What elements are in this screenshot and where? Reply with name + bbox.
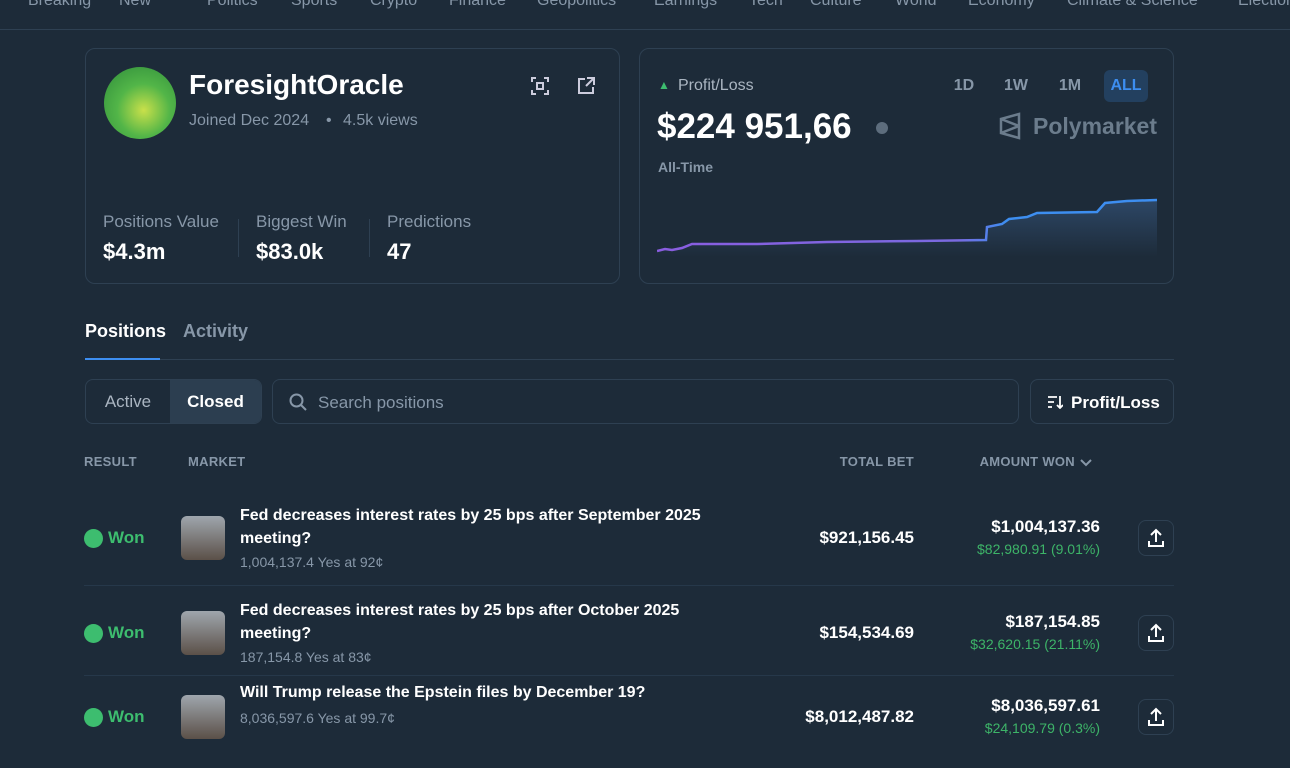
won-icon: [84, 708, 103, 727]
profile-card: ForesightOracle Joined Dec 2024 • 4.5k v…: [85, 48, 620, 284]
joined: Joined Dec 2024: [189, 112, 310, 129]
column-header: TOTAL BET: [839, 454, 914, 469]
market-title[interactable]: Fed decreases interest rates by 25 bps a…: [240, 507, 701, 547]
sort-label: Profit/Loss: [1071, 393, 1160, 412]
share-button[interactable]: [1138, 520, 1174, 556]
range-button[interactable]: 1M: [1058, 77, 1082, 94]
share-button[interactable]: [1138, 615, 1174, 651]
result: Won: [108, 707, 145, 726]
brand-logo: [999, 112, 1021, 140]
won-icon: [84, 529, 103, 548]
nav-item[interactable]: Crypto: [370, 0, 418, 9]
dot: •: [326, 112, 332, 129]
stat-value: 47: [387, 239, 412, 264]
range-button[interactable]: ALL: [1104, 70, 1148, 102]
row-divider: [84, 675, 1174, 676]
nav-item[interactable]: Culture: [810, 0, 862, 9]
won-icon: [84, 624, 103, 643]
pnl-period: All-Time: [658, 159, 713, 175]
market-thumbnail: [181, 516, 225, 560]
share-icon[interactable]: [576, 76, 596, 96]
share-icon: [1148, 707, 1164, 726]
search-placeholder: Search positions: [318, 393, 444, 412]
nav-item[interactable]: Geopolitics: [537, 0, 617, 9]
stat-label: Biggest Win: [256, 212, 347, 231]
position-detail: 187,154.8 Yes at 83¢: [240, 649, 372, 665]
nav-item[interactable]: World: [895, 0, 937, 9]
amount-won: $1,004,137.36: [991, 517, 1100, 536]
total-bet: $8,012,487.82: [805, 707, 914, 726]
filter-group: [85, 379, 262, 424]
brand-name: Polymarket: [1033, 113, 1158, 139]
nav-item[interactable]: Breaking: [28, 0, 92, 9]
up-arrow: ▲: [658, 78, 670, 92]
nav-divider: [0, 29, 1290, 30]
tabs-divider: [85, 359, 1174, 360]
qr-icon[interactable]: [530, 76, 550, 96]
filter-button[interactable]: Closed: [170, 380, 261, 423]
result: Won: [108, 623, 145, 642]
stat-label: Predictions: [387, 212, 472, 231]
share-icon: [1148, 623, 1164, 642]
stat-value: $4.3m: [103, 239, 166, 264]
market-title[interactable]: Will Trump release the Epstein files by …: [240, 684, 646, 701]
filter-button[interactable]: Active: [104, 392, 152, 411]
tab[interactable]: Activity: [183, 321, 249, 341]
search-box[interactable]: Search positions: [272, 379, 1019, 424]
nav-item[interactable]: Sports: [291, 0, 338, 9]
market-title[interactable]: Fed decreases interest rates by 25 bps a…: [240, 602, 680, 642]
range-button[interactable]: 1W: [1004, 77, 1028, 94]
tab[interactable]: Positions: [85, 321, 167, 341]
sort-button[interactable]: Profit/Loss: [1030, 379, 1174, 424]
amount-won: $187,154.85: [1005, 612, 1100, 631]
pnl-card: ▲ Profit/Loss 1D 1W 1M ALL $224 951,66 All-…: [639, 48, 1174, 284]
nav-item[interactable]: Politics: [207, 0, 258, 9]
total-bet: $921,156.45: [819, 528, 914, 547]
username: ForesightOracle: [189, 69, 404, 100]
position-detail: 1,004,137.4 Yes at 92¢: [240, 554, 384, 570]
pnl-sparkline: [657, 198, 1157, 257]
nav-item[interactable]: Climate & Science: [1067, 0, 1198, 9]
sort-chevron: [1080, 459, 1092, 467]
total-bet: $154,534.69: [819, 623, 914, 642]
sort-icon: [1048, 396, 1063, 409]
share-icon: [1148, 528, 1164, 547]
stat-label: Positions Value: [103, 212, 219, 231]
stat-value: $83.0k: [256, 239, 324, 264]
profit: $82,980.91 (9.01%): [977, 541, 1100, 557]
range-button[interactable]: 1D: [953, 77, 975, 94]
row-divider: [84, 585, 1174, 586]
nav-item[interactable]: Economy: [968, 0, 1035, 9]
stat-divider: [369, 219, 370, 257]
column-header: MARKET: [188, 454, 246, 469]
nav-item[interactable]: Earnings: [654, 0, 718, 9]
views: 4.5k views: [343, 112, 418, 129]
position-row: Won Fed decreases interest rates by 25 bp…: [84, 493, 1174, 583]
market-thumbnail: [181, 695, 225, 739]
avatar: [104, 67, 176, 139]
result: Won: [108, 528, 145, 547]
tab-underline: [85, 358, 160, 360]
position-row: Won Will Trump release the Epstein files …: [84, 675, 1174, 768]
info-icon[interactable]: [876, 122, 888, 134]
column-header: RESULT: [84, 454, 137, 469]
position-row: Won Fed decreases interest rates by 25 bp…: [84, 585, 1174, 678]
nav-item[interactable]: New: [119, 0, 152, 9]
nav-item[interactable]: Tech: [749, 0, 783, 9]
position-detail: 8,036,597.6 Yes at 99.7¢: [240, 710, 395, 726]
nav-item[interactable]: Finance: [449, 0, 506, 9]
market-thumbnail: [181, 611, 225, 655]
stat-divider: [238, 219, 239, 257]
pnl-label: Profit/Loss: [678, 77, 754, 94]
page: Breaking New Politics Sports Crypto Finance Ge…: [0, 0, 1290, 739]
search-icon: [289, 393, 307, 411]
column-header: AMOUNT WON: [979, 454, 1075, 469]
nav-item[interactable]: Elections: [1238, 0, 1290, 9]
profit: $24,109.79 (0.3%): [984, 720, 1100, 736]
profit: $32,620.15 (21.11%): [970, 636, 1100, 652]
amount-won: $8,036,597.61: [991, 696, 1100, 715]
pnl-amount: $224 951,66: [657, 107, 852, 146]
